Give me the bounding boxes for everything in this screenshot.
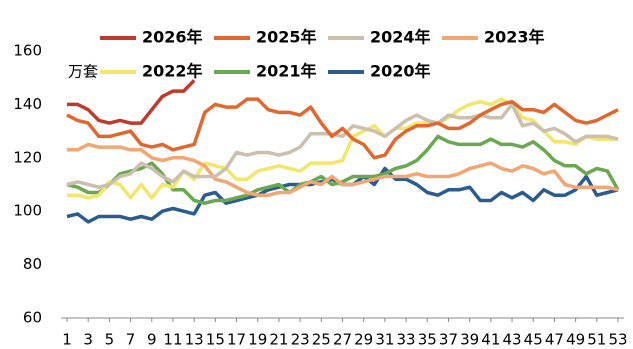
y-tick-label: 80	[23, 255, 42, 273]
legend-label: 2023年	[484, 28, 545, 47]
y-tick-label: 60	[23, 309, 42, 327]
y-axis-unit: 万套	[68, 63, 98, 81]
x-tick-label: 29	[354, 331, 373, 349]
x-tick-label: 1	[62, 331, 72, 349]
x-tick-label: 5	[105, 331, 115, 349]
legend-label: 2022年	[142, 62, 203, 81]
x-tick-label: 17	[227, 331, 246, 349]
x-tick-label: 49	[566, 331, 585, 349]
y-tick-label: 100	[13, 202, 42, 220]
x-tick-label: 37	[439, 331, 458, 349]
x-tick-label: 35	[418, 331, 437, 349]
x-tick-label: 31	[375, 331, 394, 349]
legend-label: 2024年	[370, 28, 431, 47]
legend-label: 2026年	[142, 28, 203, 47]
legend-label: 2021年	[256, 62, 317, 81]
series-line	[67, 97, 618, 200]
x-tick-label: 9	[147, 331, 157, 349]
x-tick-label: 19	[248, 331, 267, 349]
x-tick-label: 39	[460, 331, 479, 349]
legend-label: 2020年	[370, 62, 431, 81]
series-line	[67, 142, 619, 197]
x-tick-label: 11	[163, 331, 182, 349]
series-line	[66, 97, 619, 160]
y-tick-label: 160	[13, 42, 42, 60]
x-tick-label: 27	[333, 331, 352, 349]
series-line	[66, 102, 619, 189]
y-tick-label: 140	[13, 95, 42, 113]
x-tick-label: 33	[397, 331, 416, 349]
x-tick-label: 43	[502, 331, 521, 349]
x-tick-label: 47	[545, 331, 564, 349]
series-line	[66, 134, 620, 205]
x-tick-label: 23	[291, 331, 310, 349]
x-tick-label: 15	[206, 331, 225, 349]
x-tick-label: 21	[269, 331, 288, 349]
x-tick-label: 13	[185, 331, 204, 349]
x-tick-label: 25	[312, 331, 331, 349]
x-tick-label: 3	[83, 331, 93, 349]
x-tick-label: 53	[608, 331, 627, 349]
x-tick-label: 7	[126, 331, 136, 349]
legend-label: 2025年	[256, 28, 317, 47]
x-tick-label: 45	[524, 331, 543, 349]
series-line	[67, 79, 196, 125]
y-tick-label: 120	[13, 148, 42, 166]
x-tick-label: 51	[587, 331, 606, 349]
x-tick-label: 41	[481, 331, 500, 349]
